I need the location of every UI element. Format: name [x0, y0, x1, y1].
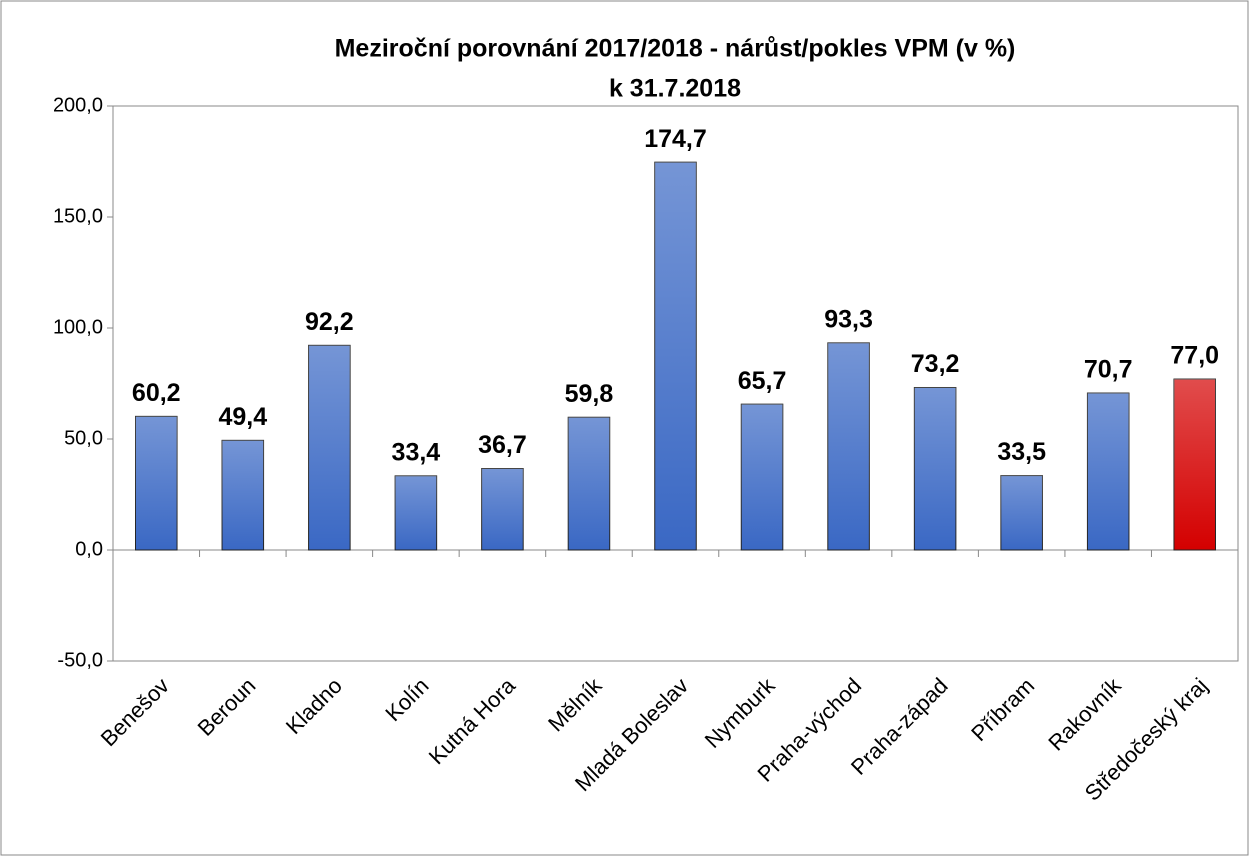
y-tick-label: 100,0 — [53, 316, 103, 338]
y-tick-label: 50,0 — [64, 427, 103, 449]
value-label: 49,4 — [218, 403, 267, 431]
y-tick-label: 200,0 — [53, 94, 103, 116]
value-label: 33,4 — [392, 438, 441, 466]
value-label: 93,3 — [824, 305, 873, 333]
y-tick-label: 0,0 — [75, 538, 103, 560]
bar-shine — [222, 440, 264, 550]
value-label: 77,0 — [1170, 342, 1219, 370]
bar-shine — [135, 416, 178, 550]
value-label: 65,7 — [738, 367, 787, 395]
value-label: 73,2 — [911, 350, 960, 378]
bar-shine — [1000, 475, 1043, 550]
chart-title: Meziroční porovnání 2017/2018 - nárůst/p… — [335, 35, 1016, 63]
value-label: 174,7 — [644, 125, 707, 153]
value-label: 59,8 — [565, 380, 614, 408]
value-label: 70,7 — [1084, 356, 1133, 384]
value-label: 92,2 — [305, 308, 354, 336]
bar-shine — [568, 417, 610, 550]
bar-shine — [1087, 393, 1129, 550]
value-label: 60,2 — [132, 379, 181, 407]
bar-shine — [914, 387, 956, 550]
bar-shine — [308, 345, 351, 550]
y-tick-label: 150,0 — [53, 205, 103, 227]
bar-shine — [654, 162, 697, 550]
plot-area — [112, 105, 1239, 662]
bar-shine — [827, 342, 870, 550]
chart-subtitle: k 31.7.2018 — [609, 75, 741, 103]
bar-shine — [395, 475, 437, 550]
value-label: 33,5 — [997, 438, 1046, 466]
value-label: 36,7 — [478, 431, 527, 459]
bar-shine — [1173, 379, 1216, 550]
bar-shine — [741, 404, 783, 550]
bar-shine — [481, 468, 524, 550]
y-tick-label: -50,0 — [57, 649, 103, 671]
